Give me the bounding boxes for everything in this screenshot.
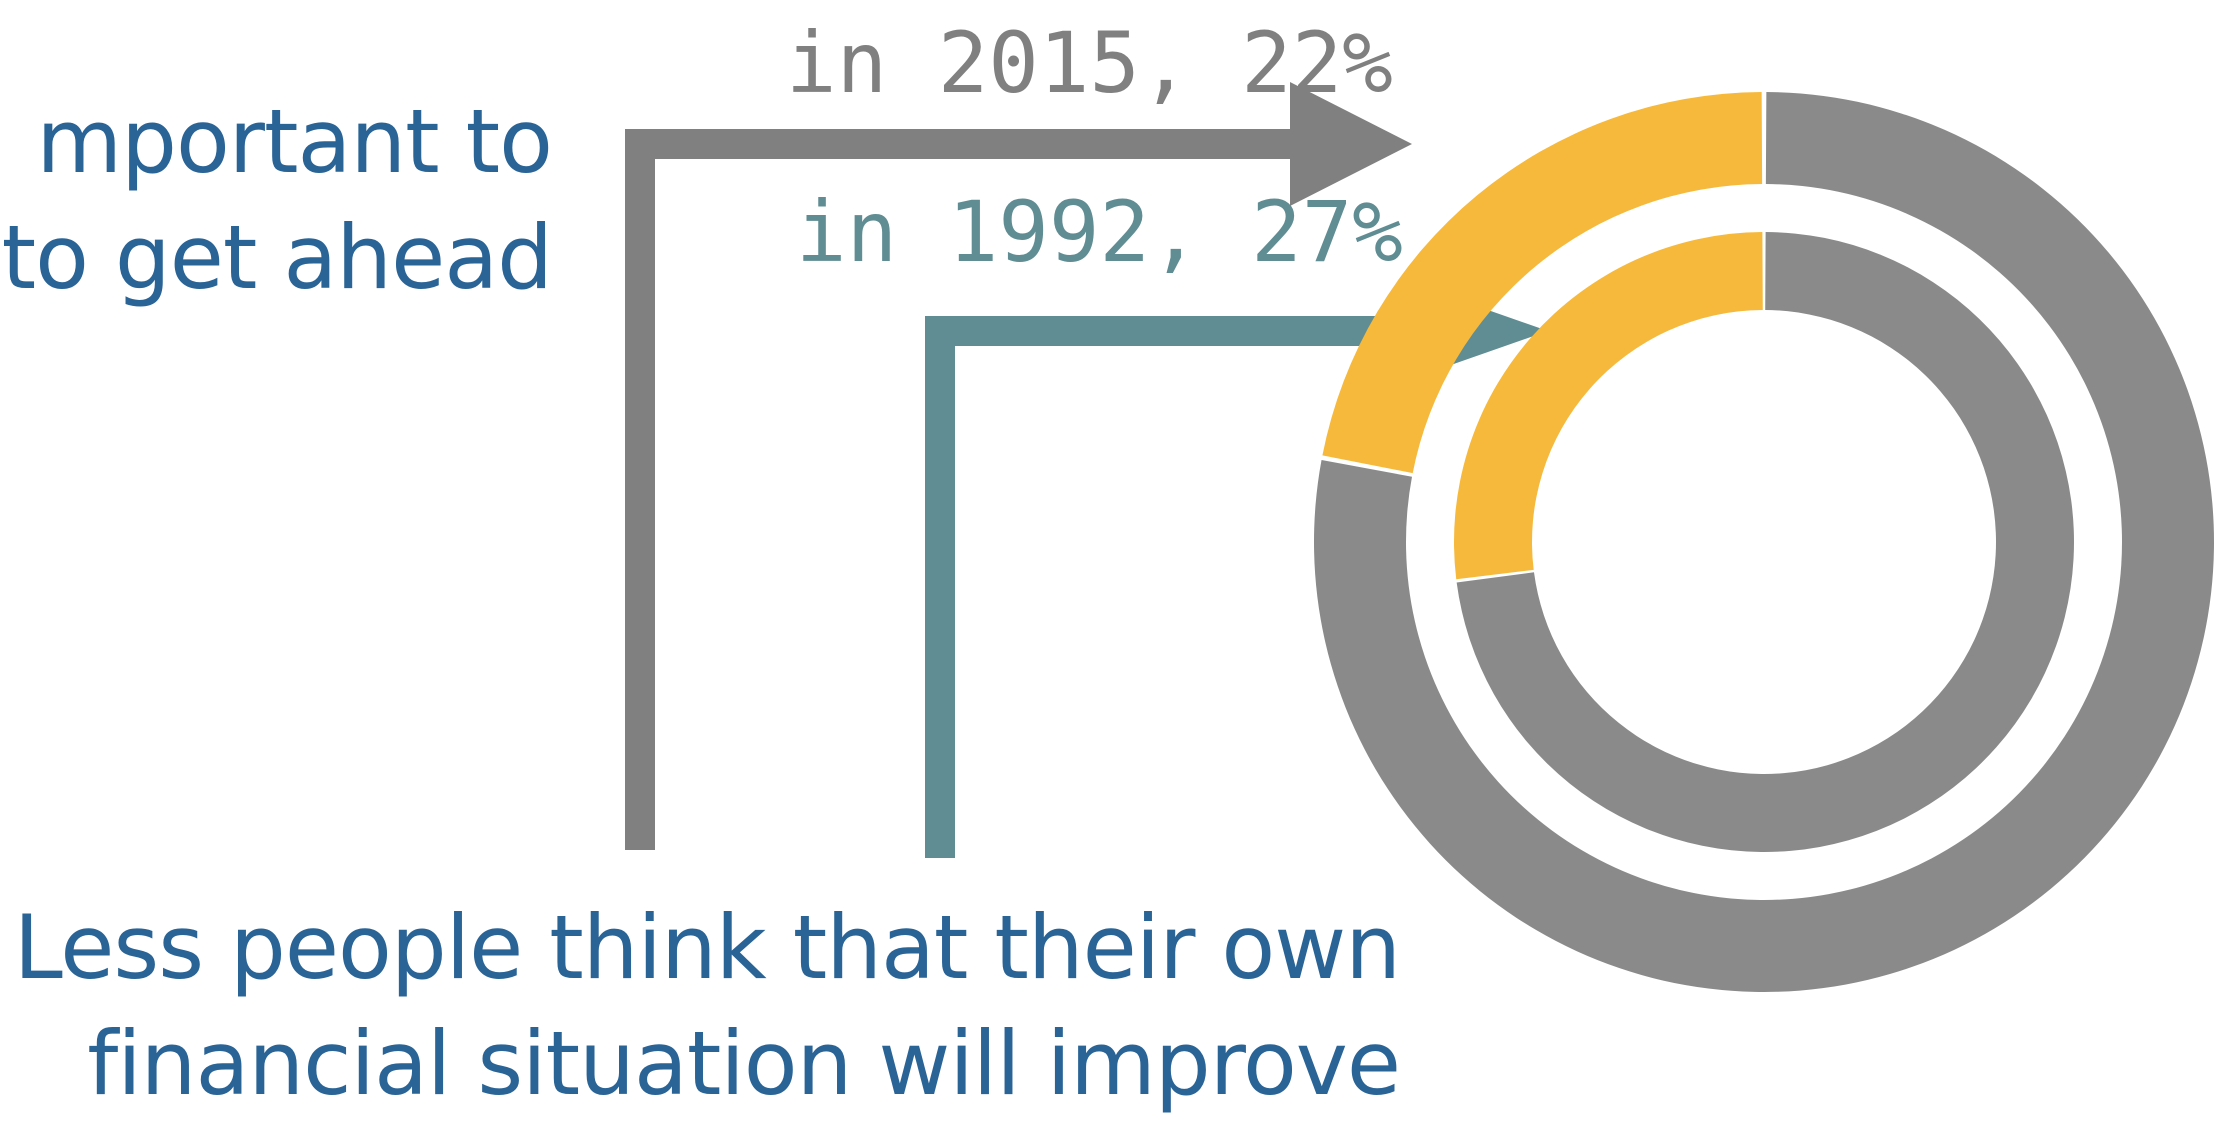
series-label-1992: in 1992, 27% xyxy=(796,183,1403,281)
donut-slice-2015-highlight xyxy=(1322,92,1763,474)
arrow-1992 xyxy=(925,316,1440,858)
bottom-heading-line-2: financial situation will improve xyxy=(87,1012,1401,1115)
top-heading: mportant to to get ahead xyxy=(1,84,553,316)
arrowhead-2015 xyxy=(1290,82,1412,206)
donut-slice-1992-highlight xyxy=(1453,232,1763,580)
arrow-2015 xyxy=(625,129,1300,850)
bottom-heading-line-1: Less people think that their own xyxy=(13,896,1401,999)
bottom-heading: Less people think that their own financi… xyxy=(13,890,1401,1122)
series-label-2015: in 2015, 22% xyxy=(786,14,1393,112)
top-heading-line-1: mportant to xyxy=(36,90,553,193)
donut-rings xyxy=(1313,92,2214,993)
top-heading-line-2: to get ahead xyxy=(1,206,553,309)
